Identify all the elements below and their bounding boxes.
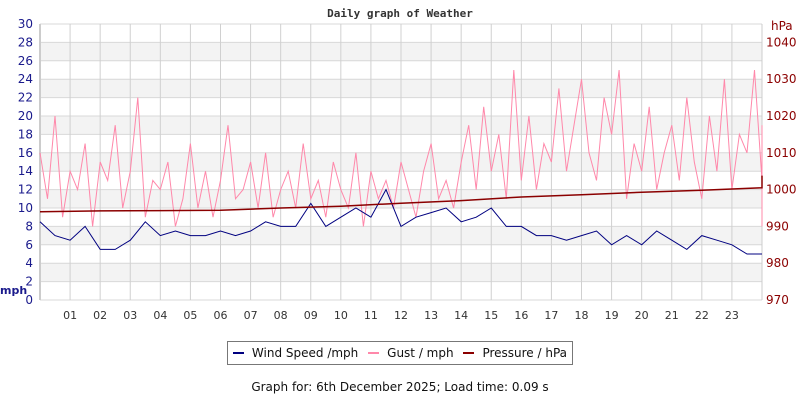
left-tick-label: 20	[18, 109, 33, 123]
pressure-swatch	[463, 352, 475, 354]
right-tick-label: 980	[766, 256, 789, 270]
gust-swatch	[368, 352, 380, 354]
series-line-pressure	[39, 175, 763, 213]
x-tick-label: 11	[364, 309, 378, 322]
x-tick-label: 13	[424, 309, 438, 322]
x-tick-label: 01	[63, 309, 77, 322]
right-tick-label: 1000	[766, 183, 797, 197]
legend-item-wind: Wind Speed /mph	[232, 346, 359, 360]
left-tick-label: 18	[18, 127, 33, 141]
right-tick-label: 990	[766, 219, 789, 233]
left-tick-label: 4	[25, 256, 33, 270]
x-tick-label: 16	[514, 309, 528, 322]
legend-item-gust: Gust / mph	[368, 346, 454, 360]
x-tick-label: 06	[214, 309, 228, 322]
legend: Wind Speed /mph Gust / mph Pressure / hP…	[227, 341, 573, 365]
x-tick-label: 18	[575, 309, 589, 322]
x-tick-label: 20	[635, 309, 649, 322]
right-axis-label: hPa	[771, 19, 793, 33]
left-tick-label: 6	[25, 238, 33, 252]
left-tick-label: 14	[18, 164, 33, 178]
series-line-wind	[39, 188, 762, 255]
left-tick-label: 30	[18, 17, 33, 31]
right-tick-label: 1040	[766, 35, 797, 49]
x-tick-label: 23	[725, 309, 739, 322]
x-tick-label: 04	[153, 309, 167, 322]
left-tick-label: 24	[18, 72, 33, 86]
left-tick-label: 16	[18, 146, 33, 160]
x-tick-label: 08	[274, 309, 288, 322]
x-tick-label: 17	[544, 309, 558, 322]
wind-swatch	[232, 352, 244, 354]
right-tick-label: 970	[766, 293, 789, 307]
left-tick-label: 22	[18, 91, 33, 105]
x-tick-label: 21	[665, 309, 679, 322]
legend-label: Pressure / hPa	[482, 346, 568, 360]
x-tick-label: 09	[304, 309, 318, 322]
x-tick-label: 12	[394, 309, 408, 322]
x-tick-label: 10	[334, 309, 348, 322]
right-tick-label: 1010	[766, 146, 797, 160]
x-tick-label: 22	[695, 309, 709, 322]
footer-status: Graph for: 6th December 2025; Load time:…	[251, 380, 549, 394]
x-tick-label: 03	[123, 309, 137, 322]
x-tick-label: 19	[605, 309, 619, 322]
left-axis-label: mph	[0, 284, 27, 297]
left-tick-label: 28	[18, 35, 33, 49]
legend-label: Wind Speed /mph	[251, 346, 359, 360]
left-tick-label: 26	[18, 54, 33, 68]
x-tick-label: 02	[93, 309, 107, 322]
left-tick-label: 8	[25, 219, 33, 233]
right-tick-label: 1030	[766, 72, 797, 86]
weather-chart: Daily graph of Weather 02468101214161820…	[0, 7, 797, 322]
x-tick-label: 14	[454, 309, 468, 322]
legend-label: Gust / mph	[387, 346, 454, 360]
chart-title: Daily graph of Weather	[327, 7, 473, 20]
left-tick-label: 2	[25, 275, 33, 289]
legend-item-pressure: Pressure / hPa	[463, 346, 567, 360]
left-tick-label: 10	[18, 201, 33, 215]
right-tick-label: 1020	[766, 109, 797, 123]
x-tick-label: 05	[183, 309, 197, 322]
left-tick-label: 12	[18, 183, 33, 197]
x-tick-label: 15	[484, 309, 498, 322]
x-tick-label: 07	[244, 309, 258, 322]
left-tick-label: 0	[25, 293, 33, 307]
